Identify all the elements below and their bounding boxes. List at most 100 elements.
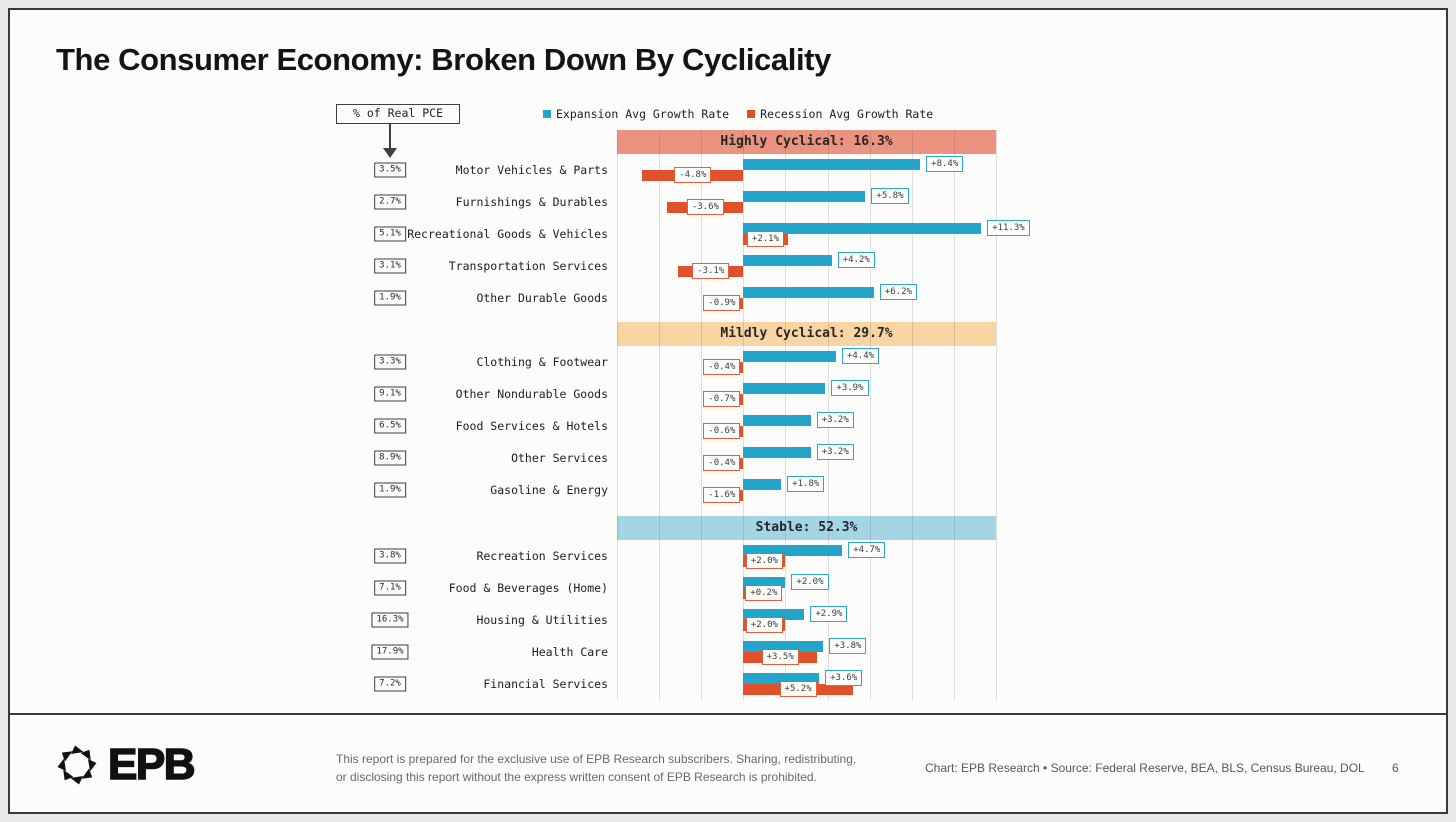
gridline [911, 130, 913, 700]
row-label: Motor Vehicles & Parts [455, 163, 608, 177]
recession-value-label: -3.6% [686, 199, 724, 215]
epb-logo: EPB [54, 739, 196, 790]
expansion-bar [743, 287, 874, 298]
footer-credit: Chart: EPB Research • Source: Federal Re… [925, 761, 1365, 775]
row-label: Clothing & Footwear [476, 355, 608, 369]
recession-value-label: +3.5% [761, 649, 799, 665]
footer-disclaimer: This report is prepared for the exclusiv… [336, 750, 856, 786]
gridline [869, 130, 871, 700]
recession-value-label: -0.7% [703, 391, 741, 407]
recession-value-label: -4.8% [674, 167, 712, 183]
expansion-value-label: +3.2% [816, 412, 854, 428]
pce-share-chip: 3.8% [374, 548, 406, 564]
row-label: Housing & Utilities [476, 613, 608, 627]
recession-value-label: -1.6% [703, 487, 741, 503]
row-label: Furnishings & Durables [455, 195, 608, 209]
pce-share-chip: 3.3% [374, 354, 406, 370]
down-arrow-icon [389, 124, 391, 149]
expansion-bar [743, 577, 786, 588]
expansion-value-label: +4.4% [841, 348, 880, 364]
page-number: 6 [1392, 761, 1399, 775]
disclaimer-line-1: This report is prepared for the exclusiv… [336, 752, 857, 766]
row-label: Transportation Services [448, 259, 608, 273]
recession-value-label: -0.6% [703, 423, 741, 439]
chart-legend: Expansion Avg Growth Rate Recession Avg … [543, 107, 933, 121]
report-card [8, 8, 1448, 814]
expansion-bar [743, 191, 866, 202]
expansion-bar [743, 641, 824, 652]
recession-value-label: -0.9% [703, 295, 741, 311]
row-label: Recreation Services [476, 549, 608, 563]
gridline [701, 130, 703, 700]
pce-share-chip: 6.5% [374, 418, 406, 434]
pce-share-chip: 2.7% [374, 194, 406, 210]
recession-value-label: -0.4% [703, 455, 741, 471]
expansion-value-label: +2.9% [810, 606, 848, 622]
disclaimer-line-2: or disclosing this report without the ex… [336, 770, 817, 784]
gridline [659, 130, 661, 700]
pce-share-chip: 1.9% [374, 482, 406, 498]
legend-item-recession: Recession Avg Growth Rate [747, 107, 933, 121]
epb-logo-text: EPB [107, 739, 196, 790]
recession-swatch-icon [747, 110, 756, 118]
gridline [995, 130, 997, 700]
expansion-swatch-icon [543, 110, 551, 118]
expansion-bar [743, 383, 826, 394]
expansion-bar [743, 609, 805, 620]
gridline [953, 130, 955, 700]
row-label: Other Durable Goods [476, 291, 608, 305]
pce-share-chip: 5.1% [374, 226, 406, 242]
expansion-bar [743, 351, 836, 362]
legend-item-expansion: Expansion Avg Growth Rate [543, 107, 729, 121]
recession-value-label: +0.2% [745, 585, 783, 601]
recession-value-label: -3.1% [692, 263, 730, 279]
recession-value-label: +2.0% [745, 553, 783, 569]
expansion-value-label: +5.8% [871, 188, 909, 204]
expansion-value-label: +3.2% [816, 444, 854, 460]
section-header: Mildly Cyclical: 29.7% [617, 322, 996, 346]
recession-value-label: -0.4% [703, 359, 741, 375]
row-label: Food Services & Hotels [455, 419, 608, 433]
expansion-value-label: +3.9% [831, 380, 869, 396]
legend-label-recession: Recession Avg Growth Rate [760, 107, 934, 121]
expansion-value-label: +4.7% [848, 542, 886, 558]
epb-logo-icon [57, 745, 97, 785]
row-label: Other Nondurable Goods [455, 387, 608, 401]
row-label: Gasoline & Energy [490, 483, 608, 497]
pce-share-chip: 8.9% [374, 450, 406, 466]
pce-share-chip: 9.1% [374, 386, 406, 402]
expansion-value-label: +1.8% [787, 476, 825, 492]
row-label: Food & Beverages (Home) [448, 581, 608, 595]
page-title: The Consumer Economy: Broken Down By Cyc… [56, 42, 831, 77]
pce-share-chip: 16.3% [371, 612, 409, 628]
expansion-value-label: +3.6% [825, 670, 863, 686]
recession-value-label: +2.0% [745, 617, 783, 633]
pce-annotation-box: % of Real PCE [336, 104, 460, 124]
footer-divider [10, 713, 1446, 715]
pce-share-chip: 3.1% [374, 258, 406, 274]
recession-value-label: +2.1% [746, 231, 784, 247]
legend-label-expansion: Expansion Avg Growth Rate [556, 107, 730, 121]
expansion-value-label: +3.8% [829, 638, 867, 654]
expansion-value-label: +8.4% [926, 156, 964, 172]
pce-share-chip: 1.9% [374, 290, 406, 306]
pce-share-chip: 3.5% [374, 162, 406, 178]
expansion-value-label: +4.2% [837, 252, 875, 268]
pce-share-chip: 17.9% [371, 644, 409, 660]
expansion-value-label: +6.2% [879, 284, 917, 300]
gridline [616, 130, 618, 700]
expansion-bar [743, 255, 832, 266]
expansion-value-label: +2.0% [791, 574, 829, 590]
recession-value-label: +5.2% [779, 681, 817, 697]
section-header: Highly Cyclical: 16.3% [617, 130, 996, 154]
row-label: Health Care [531, 645, 608, 659]
section-header: Stable: 52.3% [617, 516, 996, 540]
expansion-bar [743, 159, 921, 170]
pce-share-chip: 7.1% [374, 580, 406, 596]
expansion-bar [743, 415, 811, 426]
row-label: Recreational Goods & Vehicles [407, 227, 608, 241]
down-arrow-head-icon [383, 148, 397, 158]
expansion-value-label: +11.3% [987, 220, 1030, 236]
expansion-bar [743, 479, 782, 490]
